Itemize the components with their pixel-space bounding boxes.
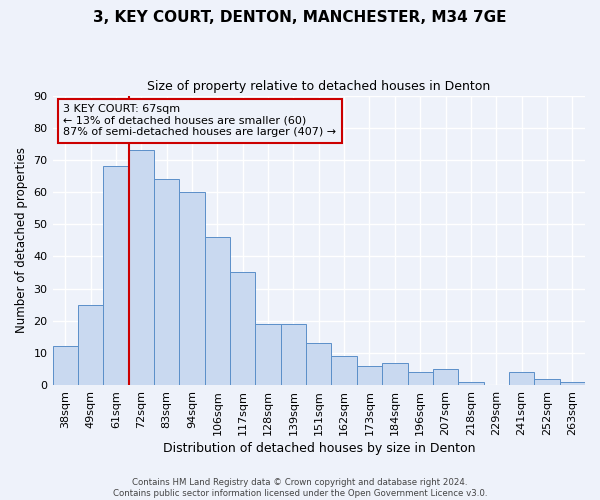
Bar <box>154 179 179 385</box>
Y-axis label: Number of detached properties: Number of detached properties <box>15 148 28 334</box>
Bar <box>179 192 205 385</box>
Bar <box>128 150 154 385</box>
Title: Size of property relative to detached houses in Denton: Size of property relative to detached ho… <box>147 80 490 93</box>
Bar <box>433 369 458 385</box>
Bar <box>534 378 560 385</box>
Bar <box>458 382 484 385</box>
Bar <box>357 366 382 385</box>
Bar <box>281 324 306 385</box>
Bar <box>78 304 103 385</box>
Bar <box>331 356 357 385</box>
Text: 3 KEY COURT: 67sqm
← 13% of detached houses are smaller (60)
87% of semi-detache: 3 KEY COURT: 67sqm ← 13% of detached hou… <box>63 104 337 138</box>
Bar <box>560 382 585 385</box>
Bar <box>306 344 331 385</box>
Text: 3, KEY COURT, DENTON, MANCHESTER, M34 7GE: 3, KEY COURT, DENTON, MANCHESTER, M34 7G… <box>93 10 507 25</box>
X-axis label: Distribution of detached houses by size in Denton: Distribution of detached houses by size … <box>163 442 475 455</box>
Bar <box>230 272 256 385</box>
Bar <box>205 237 230 385</box>
Bar <box>53 346 78 385</box>
Bar <box>509 372 534 385</box>
Text: Contains HM Land Registry data © Crown copyright and database right 2024.
Contai: Contains HM Land Registry data © Crown c… <box>113 478 487 498</box>
Bar <box>256 324 281 385</box>
Bar <box>407 372 433 385</box>
Bar <box>103 166 128 385</box>
Bar <box>382 362 407 385</box>
